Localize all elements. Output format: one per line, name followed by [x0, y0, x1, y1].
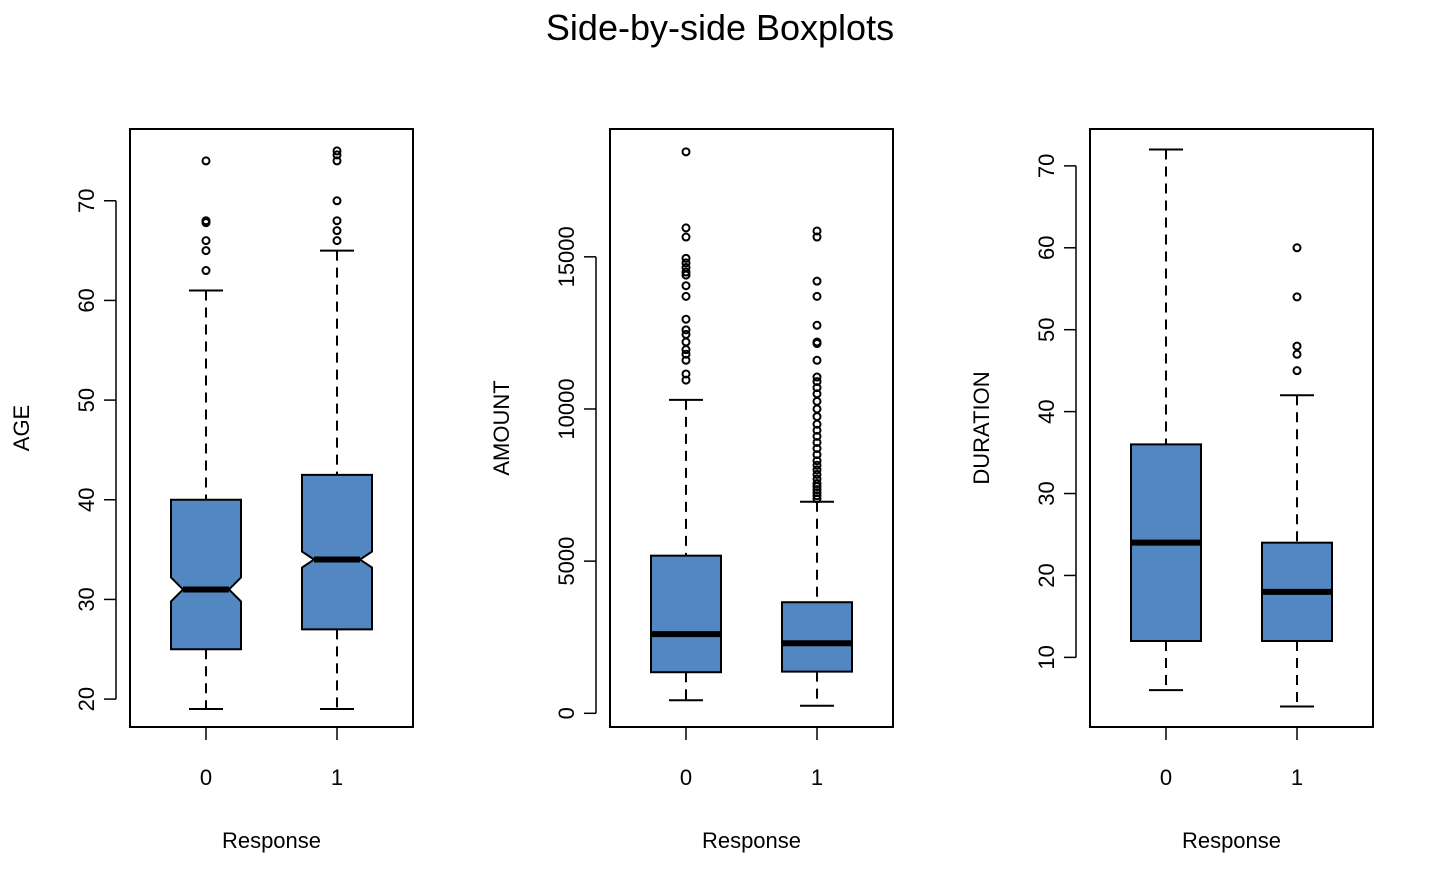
- x-tick-label: 1: [331, 765, 343, 790]
- y-tick-label: 60: [1034, 236, 1059, 260]
- outlier-point: [681, 258, 691, 268]
- y-tick-label: 40: [1034, 399, 1059, 423]
- outlier-point: [812, 337, 822, 347]
- outlier-point: [681, 291, 691, 301]
- outlier-point: [812, 474, 822, 484]
- box-group-1: [301, 146, 373, 711]
- panel-age: 20 30 40 50 60 70 0 1 Response AGE: [9, 128, 414, 853]
- outlier-point: [201, 266, 211, 276]
- outlier-point: [201, 156, 211, 166]
- outlier-point: [812, 355, 822, 365]
- y-tick-label: 40: [74, 488, 99, 512]
- box-body: [170, 498, 242, 651]
- box-body: [781, 601, 853, 673]
- outlier-point: [332, 156, 342, 166]
- outlier-point: [812, 404, 822, 414]
- outlier-point: [1292, 349, 1302, 359]
- outlier-point: [681, 223, 691, 233]
- outlier-point: [812, 377, 822, 387]
- y-tick-label: 30: [74, 587, 99, 611]
- y-axis-label: DURATION: [969, 371, 994, 484]
- outlier-point: [332, 196, 342, 206]
- outlier-point: [332, 150, 342, 160]
- y-axis-label: AMOUNT: [489, 380, 514, 475]
- outlier-point: [681, 267, 691, 277]
- outlier-point: [681, 253, 691, 263]
- figure-title: Side-by-side Boxplots: [546, 7, 894, 48]
- outlier-point: [681, 262, 691, 272]
- y-tick-label: 30: [1034, 481, 1059, 505]
- x-tick-label: 1: [1291, 765, 1303, 790]
- panel-duration: 10 20 30 40 50 60 70 0 1 Response DURATION: [969, 128, 1374, 853]
- outlier-point: [681, 349, 691, 359]
- outlier-point: [1292, 243, 1302, 253]
- x-tick-label: 0: [200, 765, 212, 790]
- box-group-1: [781, 226, 853, 707]
- outlier-point: [812, 276, 822, 286]
- box-body: [650, 554, 722, 674]
- outlier-point: [332, 146, 342, 156]
- outlier-point: [681, 329, 691, 339]
- x-axis-label: Response: [702, 828, 801, 853]
- y-tick-label: 20: [1034, 563, 1059, 587]
- outlier-point: [1292, 366, 1302, 376]
- outlier-point: [681, 369, 691, 379]
- outlier-point: [681, 337, 691, 347]
- y-tick-label: 10000: [554, 378, 579, 439]
- y-tick-label: 70: [74, 189, 99, 213]
- outlier-point: [812, 469, 822, 479]
- outlier-point: [681, 314, 691, 324]
- y-tick-label: 20: [74, 687, 99, 711]
- outlier-point: [201, 236, 211, 246]
- y-tick-label: 15000: [554, 226, 579, 287]
- y-tick-label: 0: [554, 707, 579, 719]
- outlier-point: [812, 320, 822, 330]
- y-tick-label: 50: [74, 388, 99, 412]
- outlier-point: [681, 281, 691, 291]
- outlier-point: [681, 325, 691, 335]
- box-group-0: [170, 156, 242, 711]
- panel-amount: 0 5000 10000 15000 0 1 Response AMOUNT: [489, 128, 894, 853]
- outlier-point: [332, 236, 342, 246]
- y-tick-label: 70: [1034, 154, 1059, 178]
- outlier-point: [812, 465, 822, 475]
- box-body: [301, 473, 373, 631]
- y-tick-label: 5000: [554, 537, 579, 586]
- outlier-point: [332, 226, 342, 236]
- outlier-point: [812, 412, 822, 422]
- x-tick-label: 1: [811, 765, 823, 790]
- outlier-point: [681, 232, 691, 242]
- y-tick-label: 60: [74, 288, 99, 312]
- outlier-point: [812, 372, 822, 382]
- y-tick-label: 10: [1034, 645, 1059, 669]
- outlier-point: [1292, 292, 1302, 302]
- y-tick-label: 50: [1034, 317, 1059, 341]
- x-axis-label: Response: [1182, 828, 1281, 853]
- outlier-point: [812, 226, 822, 236]
- box-group-1: [1261, 243, 1333, 708]
- outlier-point: [812, 460, 822, 470]
- outlier-point: [332, 216, 342, 226]
- outlier-point: [681, 147, 691, 157]
- x-tick-label: 0: [680, 765, 692, 790]
- x-axis-label: Response: [222, 828, 321, 853]
- outlier-point: [681, 345, 691, 355]
- outlier-point: [201, 216, 211, 226]
- outlier-point: [812, 396, 822, 406]
- box-group-0: [1130, 148, 1202, 692]
- outlier-point: [1292, 341, 1302, 351]
- y-axis-label: AGE: [9, 405, 34, 451]
- outlier-point: [812, 291, 822, 301]
- box-group-0: [650, 147, 722, 702]
- outlier-point: [812, 479, 822, 489]
- outlier-point: [201, 246, 211, 256]
- x-tick-label: 0: [1160, 765, 1172, 790]
